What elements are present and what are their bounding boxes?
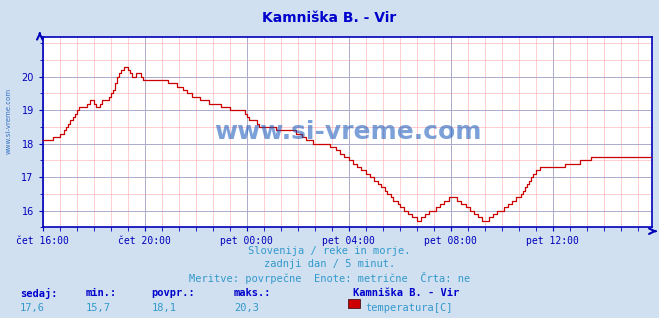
Text: Kamniška B. - Vir: Kamniška B. - Vir [353, 288, 459, 298]
Text: 18,1: 18,1 [152, 303, 177, 313]
Text: Meritve: povrpečne  Enote: metrične  Črta: ne: Meritve: povrpečne Enote: metrične Črta:… [189, 272, 470, 284]
Text: sedaj:: sedaj: [20, 288, 57, 299]
Text: 17,6: 17,6 [20, 303, 45, 313]
Text: zadnji dan / 5 minut.: zadnji dan / 5 minut. [264, 259, 395, 269]
Text: Slovenija / reke in morje.: Slovenija / reke in morje. [248, 246, 411, 256]
Text: www.si-vreme.com: www.si-vreme.com [5, 88, 11, 154]
Text: maks.:: maks.: [234, 288, 272, 298]
Text: Kamniška B. - Vir: Kamniška B. - Vir [262, 11, 397, 25]
Text: 20,3: 20,3 [234, 303, 259, 313]
Text: www.si-vreme.com: www.si-vreme.com [214, 120, 481, 144]
Text: temperatura[C]: temperatura[C] [366, 303, 453, 313]
Text: min.:: min.: [86, 288, 117, 298]
Text: 15,7: 15,7 [86, 303, 111, 313]
Text: povpr.:: povpr.: [152, 288, 195, 298]
